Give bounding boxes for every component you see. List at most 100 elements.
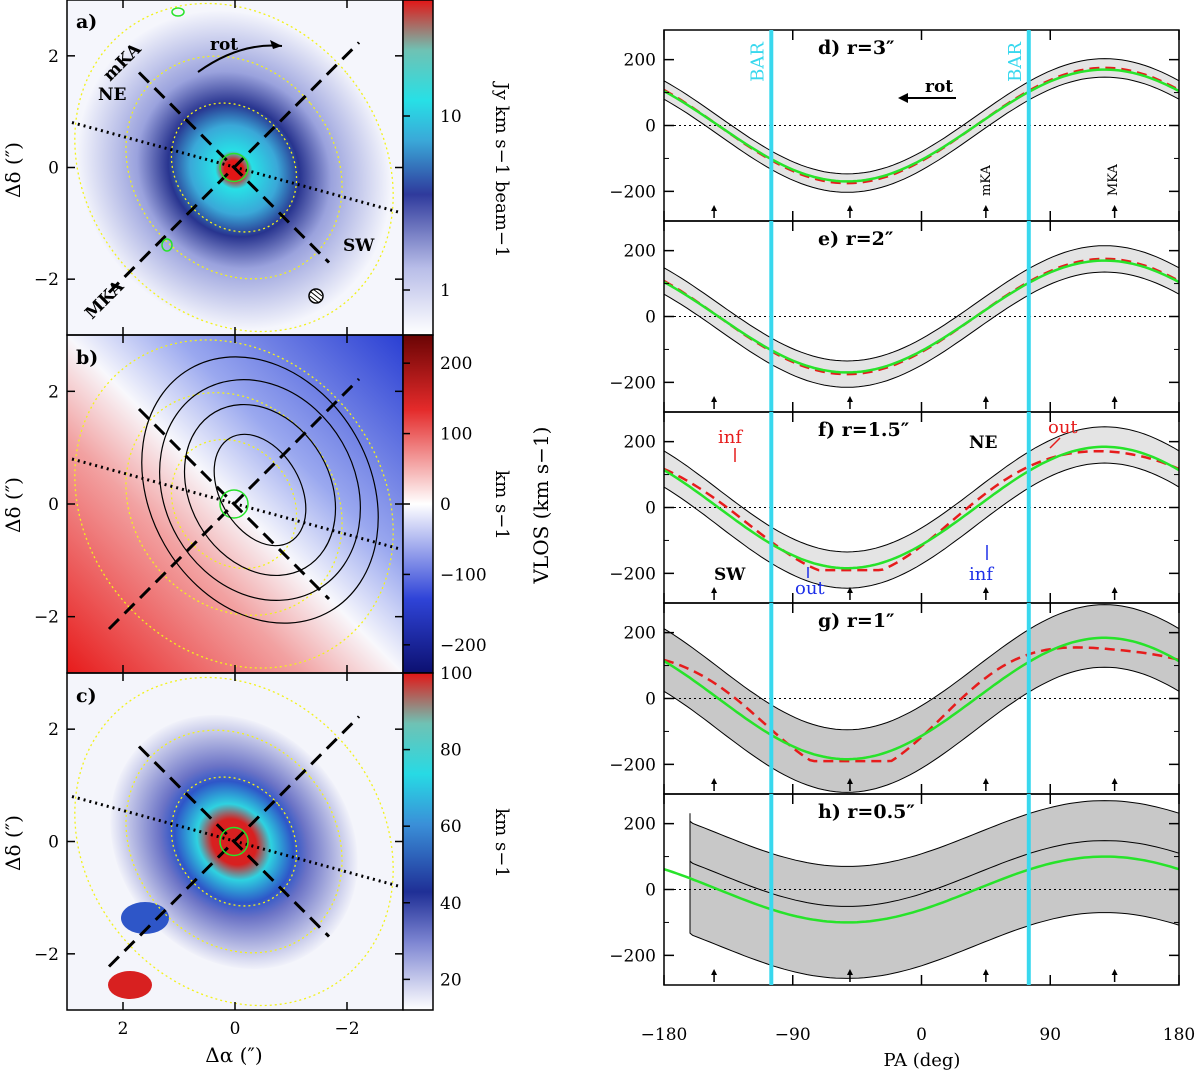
pv-y-tick-label: −200: [609, 564, 656, 584]
model-ring-ellipse: [170, 102, 298, 233]
pv-panel-label: d) r=3″: [818, 37, 895, 59]
rot-annotation-a: rot: [210, 35, 238, 55]
pv-panel-label: g) r=1″: [818, 610, 895, 632]
axis-pa-arrowhead: [846, 969, 853, 975]
out-red-arrow: [1049, 437, 1061, 449]
map-y-tick-label: 0: [48, 159, 59, 179]
map-y-tick-label: 2: [48, 47, 59, 67]
green-contour: [171, 7, 185, 17]
colorbar-b-tick-label: 200: [440, 354, 472, 374]
green-model-curve: [663, 445, 1180, 570]
colorbar-b-tick-label: −100: [440, 565, 487, 585]
rot-arrowhead-a: [270, 40, 282, 49]
axis-pa-arrowhead: [711, 396, 718, 402]
pv-y-tick-label: 200: [624, 433, 656, 453]
pv-x-tick-label: −90: [775, 1025, 811, 1045]
colorbar-a-tick-label: 10: [440, 107, 462, 127]
pv-y-tick-label: 200: [624, 624, 656, 644]
axis-pa-arrowhead: [711, 778, 718, 784]
axis-pa-arrowhead: [1111, 778, 1118, 784]
mka-minor-pv-label: mKA: [979, 164, 994, 196]
colorbar-c-tick-label: 60: [440, 817, 462, 837]
pv-panel: 200 0 −200 e) r=2″: [609, 220, 1180, 413]
ne-label-a: NE: [98, 85, 127, 105]
axis-pa-arrowhead: [982, 205, 989, 211]
model-ring-ellipse: [74, 339, 394, 669]
colorbar-c-tick-label: 80: [440, 741, 462, 761]
model-ring-ellipse: [125, 729, 343, 954]
colorbar-b-label: km s−1: [491, 470, 512, 539]
kinematic-minor-axis-dashed: [137, 745, 331, 938]
sw-label-f: SW: [714, 565, 746, 585]
pv-y-tick-label: 0: [645, 308, 656, 328]
pv-y-tick-label: −200: [609, 946, 656, 966]
flux-contour: [183, 403, 337, 577]
colorbar-b-tick-label: −200: [440, 636, 487, 656]
green-model-curve: [663, 68, 1180, 183]
axis-pa-arrowhead: [846, 778, 853, 784]
pv-emission-band: [663, 604, 1180, 793]
map-y-tick-label: 2: [48, 382, 59, 402]
pv-panel-label: e) r=2″: [818, 228, 894, 250]
pv-x-tick-label: 180: [1163, 1025, 1195, 1045]
pv-x-label: PA (deg): [884, 1050, 961, 1071]
axis-pa-arrowhead: [846, 205, 853, 211]
panel-c-label: c): [76, 685, 97, 707]
pv-y-tick-label: 0: [645, 499, 656, 519]
colorbar-b-tick-label: 100: [440, 425, 472, 445]
y-label-a: Δδ (″): [1, 142, 25, 198]
nucleus-contour: [219, 152, 249, 183]
axis-pa-arrowhead: [982, 969, 989, 975]
axis-pa-arrowhead: [982, 778, 989, 784]
colorbar-c: [402, 672, 434, 1011]
colorbar-b-tick-label: 0: [440, 495, 451, 515]
map-c-blob: [121, 902, 169, 934]
colorbar-a-label: Jy km s−1 beam−1: [491, 81, 512, 258]
pv-y-tick-label: 0: [645, 881, 656, 901]
colorbar-a: [402, 0, 434, 336]
axis-pa-arrowhead: [1111, 205, 1118, 211]
pv-y-tick-label: −200: [609, 182, 656, 202]
colorbar-c-tick-label: 40: [440, 894, 462, 914]
flux-contour: [159, 379, 361, 601]
pv-emission-band: [663, 245, 1180, 388]
map-x-tick-label: 0: [230, 1019, 241, 1039]
left-map-panels: a) b) c) rot mKA NE SW MKA Δδ (″) Δδ (″)…: [1, 0, 512, 1067]
model-ring-ellipse: [74, 2, 394, 333]
green-model-curve: [663, 855, 1180, 924]
sw-label-a: SW: [343, 236, 375, 256]
pv-y-tick-label: 0: [645, 690, 656, 710]
x-label-c: Δα (″): [205, 1043, 262, 1067]
green-model-curve: [663, 259, 1180, 374]
model-ring-ellipse: [125, 55, 343, 280]
kinematic-minor-axis-dashed: [137, 71, 331, 264]
map-x-tick-label: −2: [334, 1019, 359, 1039]
axis-pa-arrowhead: [1111, 969, 1118, 975]
axis-pa-arrowhead: [711, 587, 718, 593]
out-blue-label: out: [795, 578, 825, 599]
pv-panel-label: h) r=0.5″: [818, 801, 915, 823]
map-overlays: [71, 2, 401, 1007]
map-y-tick-label: −2: [34, 945, 59, 965]
inf-blue-label: inf: [969, 564, 994, 585]
map-x-tick-label: 2: [118, 1019, 129, 1039]
model-ring-ellipse: [74, 676, 394, 1007]
pv-contour: [689, 840, 1180, 907]
ne-label-f: NE: [969, 433, 998, 453]
axis-pa-arrowhead: [846, 587, 853, 593]
map-c-blob: [108, 971, 152, 999]
green-contour: [161, 238, 173, 252]
axis-pa-arrowhead: [982, 396, 989, 402]
pv-x-tick-label: −180: [641, 1025, 688, 1045]
inf-red-label: inf: [718, 427, 743, 448]
green-model-curve: [663, 636, 1180, 761]
map-y-tick-label: 0: [48, 833, 59, 853]
pv-y-tick-label: 200: [624, 242, 656, 262]
pv-y-tick-label: −200: [609, 755, 656, 775]
pv-y-tick-label: 200: [624, 51, 656, 71]
flux-contour: [141, 356, 379, 624]
pv-panel: 200 0 −200 g) r=1″: [609, 602, 1180, 795]
map-y-tick-label: −2: [34, 270, 59, 290]
pv-emission-band: [663, 58, 1180, 193]
